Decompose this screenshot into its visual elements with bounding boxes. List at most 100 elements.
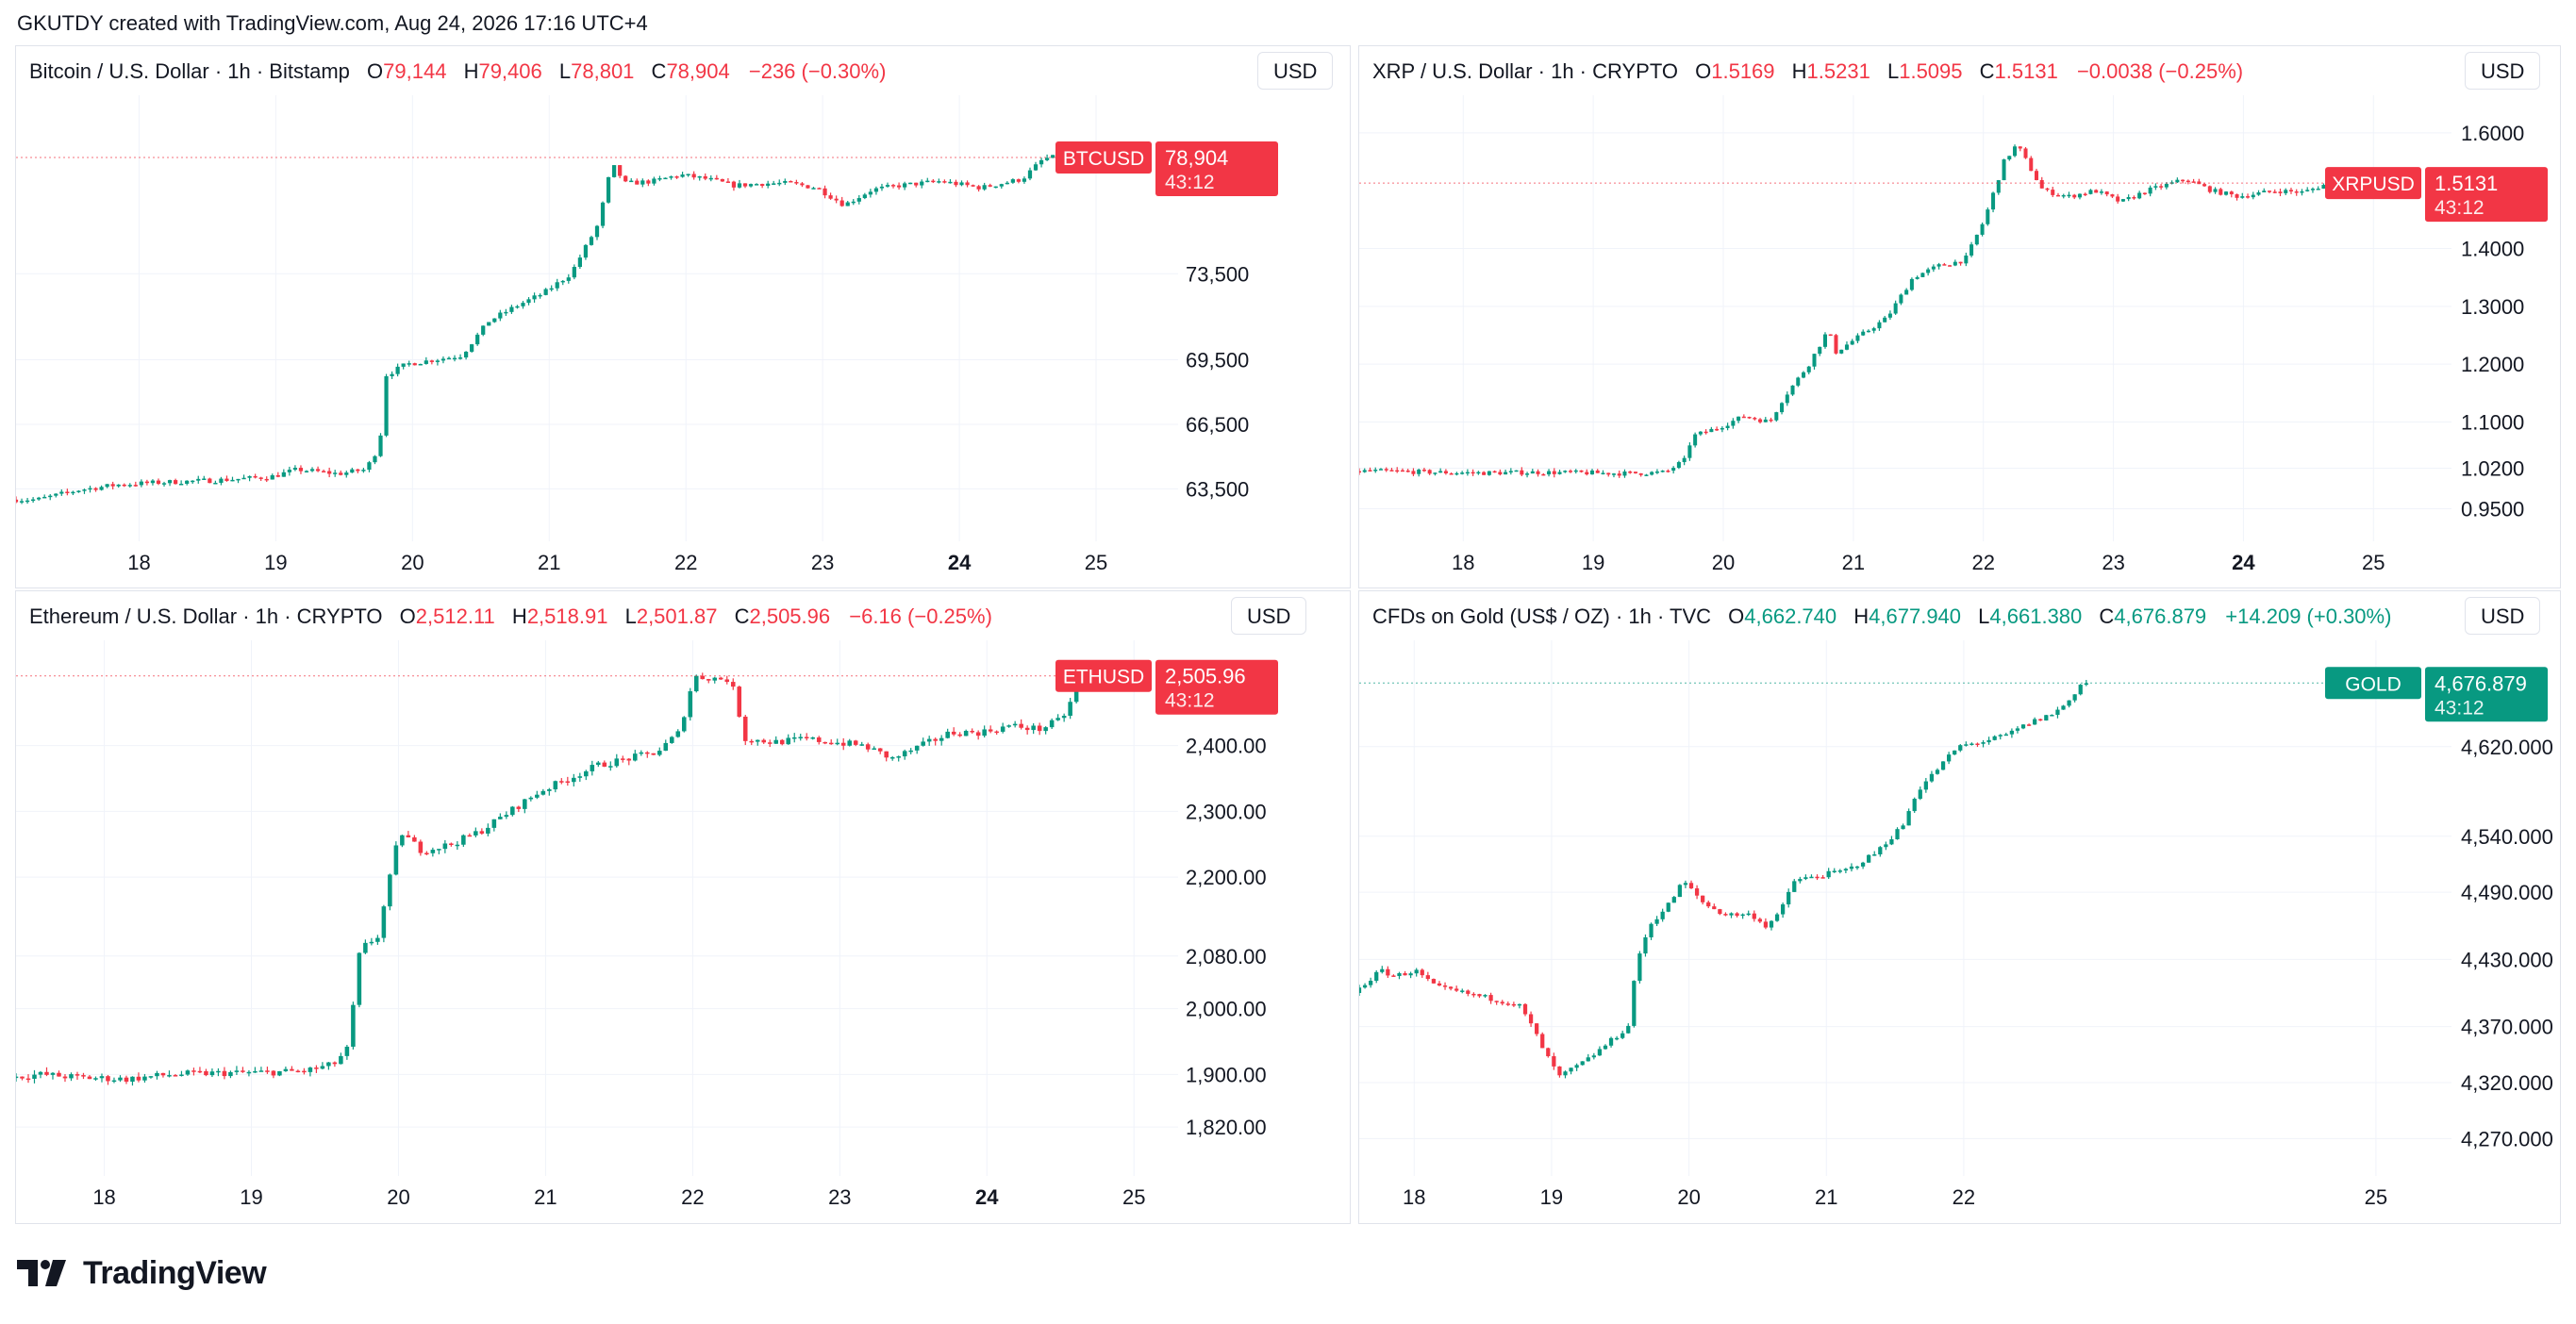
- btc-currency-button[interactable]: USD: [1257, 52, 1334, 90]
- btc-candle-body: [367, 462, 372, 471]
- eth-candle-body: [118, 1077, 123, 1081]
- xrp-candle-body: [1931, 266, 1936, 270]
- eth-candle-body: [253, 1070, 258, 1073]
- btc-candle-body: [133, 485, 138, 487]
- eth-candle-body: [437, 849, 441, 851]
- eth-candle-body: [528, 797, 534, 800]
- btc-x-tick-label: 20: [401, 551, 424, 574]
- eth-candle-body: [651, 753, 656, 755]
- xrp-candle-body: [1359, 471, 1362, 473]
- eth-candle-body: [155, 1072, 159, 1077]
- btc-low-value: 78,801: [571, 59, 635, 83]
- eth-candle-body: [889, 756, 895, 759]
- xrp-candle-body: [1427, 470, 1432, 474]
- btc-candle-body: [1016, 179, 1022, 182]
- btc-x-tick-label: 21: [538, 551, 560, 574]
- eth-candle-body: [951, 731, 956, 735]
- eth-candle-body: [884, 751, 889, 758]
- eth-candle-body: [553, 781, 558, 790]
- xrp-candle-body: [1633, 472, 1637, 473]
- xrp-candle-body: [2039, 179, 2044, 189]
- xrp-candle-body: [1595, 470, 1600, 473]
- eth-currency-button[interactable]: USD: [1231, 597, 1307, 635]
- gold-candle-body: [1706, 902, 1711, 907]
- btc-candle-body: [16, 499, 19, 503]
- btc-candle-body: [572, 267, 576, 278]
- xrp-legend-name: XRP / U.S. Dollar · 1h · CRYPTO: [1372, 59, 1678, 83]
- gold-candle-body: [1359, 987, 1362, 993]
- btc-candle-body: [663, 177, 668, 180]
- gold-candle-body: [2044, 715, 2049, 721]
- xrp-candle-body: [1671, 468, 1676, 472]
- eth-candle-body: [424, 852, 429, 855]
- eth-candle-body: [326, 1062, 331, 1067]
- gold-candle-body: [1408, 973, 1413, 976]
- xrp-candlestick-chart[interactable]: 1.6000 1.4000 1.3000 1.2000 1.1000 1.0200 0.95…: [1359, 46, 2561, 588]
- chart-panel-xrp[interactable]: 1.6000 1.4000 1.3000 1.2000 1.1000 1.0200 0.95…: [1358, 45, 2561, 588]
- btc-candle-body: [914, 182, 919, 186]
- eth-candle-body: [467, 835, 473, 837]
- eth-candle-body: [234, 1070, 240, 1072]
- btc-candle-body: [999, 184, 1004, 187]
- eth-candle-body: [596, 762, 601, 766]
- eth-candle-body: [1068, 702, 1072, 717]
- chart-panel-btc[interactable]: 73,500 69,500 66,500 63,500 18 19 20 21 22 23 24 25…: [15, 45, 1351, 588]
- eth-candle-body: [148, 1076, 154, 1078]
- xrp-candle-body: [2278, 191, 2283, 193]
- btc-candle-body: [600, 202, 606, 226]
- eth-candle-body: [400, 835, 405, 846]
- xrp-candle-body: [2061, 194, 2066, 197]
- gold-candle-body: [1878, 847, 1883, 855]
- eth-candle-body: [988, 729, 993, 732]
- xrp-candle-body: [2153, 186, 2158, 188]
- xrp-candle-body: [1969, 244, 1974, 256]
- gold-candle-body: [1964, 744, 1969, 746]
- btc-legend-name: Bitcoin / U.S. Dollar · 1h · Bitstamp: [29, 59, 350, 83]
- gold-candle-body: [1414, 969, 1419, 974]
- xrp-y-tick-label: 1.4000: [2461, 238, 2524, 261]
- btc-candle-body: [429, 360, 434, 362]
- gold-candle-body: [2067, 700, 2071, 706]
- btc-candle-body: [361, 470, 366, 472]
- btc-candlestick-chart[interactable]: 73,500 69,500 66,500 63,500 18 19 20 21 22 23 24 25…: [16, 46, 1351, 588]
- btc-candle-body: [697, 175, 702, 178]
- chart-panel-eth[interactable]: 2,400.00 2,300.00 2,200.00 2,080.00 2,000.00…: [15, 590, 1351, 1224]
- xrp-currency-button[interactable]: USD: [2465, 52, 2541, 90]
- btc-candle-body: [680, 174, 685, 177]
- gold-candle-body: [1901, 825, 1905, 830]
- gold-open-value: 4,662.740: [1744, 604, 1837, 628]
- btc-candle-body: [754, 184, 759, 186]
- xrp-y-tick-label: 1.6000: [2461, 122, 2524, 145]
- btc-candle-body: [845, 202, 850, 207]
- eth-candle-body: [271, 1070, 276, 1076]
- xrp-candle-body: [1871, 328, 1876, 331]
- gold-currency-button[interactable]: USD: [2465, 597, 2541, 635]
- gold-candle-body: [1694, 888, 1700, 896]
- xrp-candle-body: [2148, 187, 2152, 194]
- xrp-candle-body: [1622, 472, 1627, 476]
- btc-candle-body: [230, 479, 235, 482]
- btc-candle-body: [612, 165, 617, 177]
- btc-x-tick-label: 25: [1085, 551, 1107, 574]
- btc-candle-body: [606, 176, 611, 203]
- chart-panel-gold[interactable]: 4,620.000 4,540.000 4,490.000 4,430.000 4,37…: [1358, 590, 2561, 1224]
- eth-candle-body: [265, 1070, 270, 1072]
- xrp-candle-body: [2213, 189, 2218, 192]
- xrp-candle-body: [2294, 190, 2299, 193]
- gold-candle-body: [1591, 1055, 1596, 1058]
- btc-candle-body: [959, 182, 964, 186]
- eth-candle-body: [173, 1075, 178, 1077]
- xrp-candle-body: [2132, 197, 2136, 199]
- btc-candle-body: [931, 180, 936, 183]
- btc-high-value: 79,406: [478, 59, 542, 83]
- tradingview-logo[interactable]: TradingView: [17, 1254, 267, 1292]
- gold-candlestick-chart[interactable]: 4,620.000 4,540.000 4,490.000 4,430.000 4,37…: [1359, 591, 2561, 1224]
- eth-candlestick-chart[interactable]: 2,400.00 2,300.00 2,200.00 2,080.00 2,000.00…: [16, 591, 1351, 1224]
- gold-candle-body: [1683, 883, 1688, 885]
- eth-candle-body: [106, 1076, 110, 1082]
- btc-candle-body: [691, 174, 696, 178]
- gold-candle-body: [1923, 781, 1928, 790]
- eth-candle-body: [828, 742, 834, 745]
- gold-x-tick-label: 21: [1815, 1185, 1837, 1209]
- btc-candle-body: [623, 175, 628, 182]
